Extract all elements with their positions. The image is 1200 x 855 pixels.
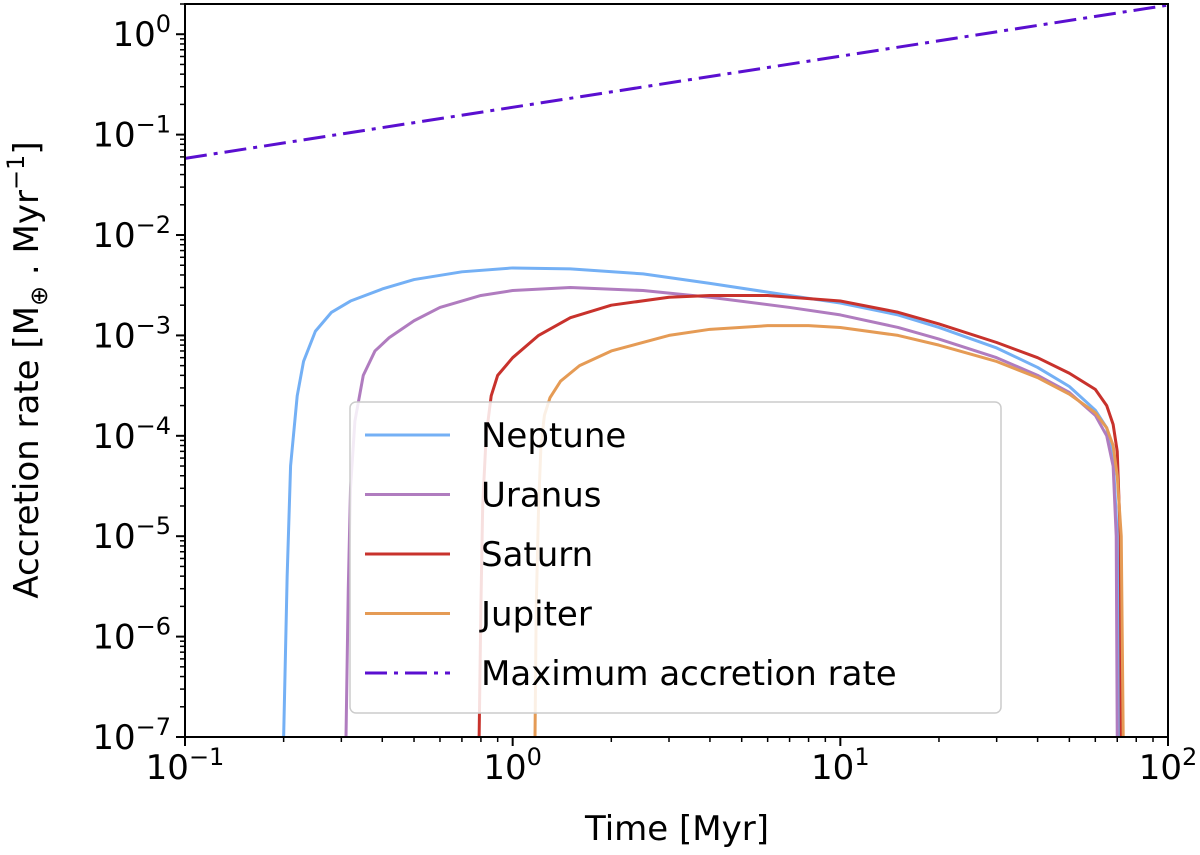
y-tick-label: 10−4: [92, 412, 171, 457]
legend-label: Maximum accretion rate: [481, 654, 897, 694]
x-tick-label: 102: [1139, 743, 1198, 788]
y-tick-label: 10−5: [92, 512, 171, 557]
y-tick-label: 10−1: [92, 111, 171, 156]
series-line-neptune: [282, 266, 1121, 737]
y-axis-title: Accretion rate [M⊕ . Myr−1]: [2, 141, 53, 598]
axes-frame: [184, 3, 1169, 738]
legend-label: Neptune: [481, 416, 626, 456]
y-tick-label: 10−3: [92, 311, 171, 356]
y-tick-label: 100: [112, 10, 171, 55]
y-axis-title-superscript: −1: [2, 155, 30, 190]
y-axis-title-suffix: ]: [7, 141, 47, 154]
y-tick-label: 10−2: [92, 211, 171, 256]
x-tick-label: 101: [811, 743, 870, 788]
y-axis-title-middle: . Myr: [7, 190, 47, 286]
legend-frame: [349, 401, 1002, 714]
y-axis-title-prefix: Accretion rate [M: [7, 306, 47, 599]
y-tick-label: 10−7: [92, 713, 171, 758]
y-axis-title-subscript: ⊕: [25, 286, 53, 306]
legend: Neptune Uranus Saturn Jupiter Maximum accret…: [349, 401, 1002, 714]
y-tick-label: 10−6: [92, 613, 171, 658]
legend-label: Jupiter: [479, 595, 592, 635]
x-tick-label: 100: [483, 743, 542, 788]
legend-label: Uranus: [481, 476, 602, 516]
axes: 10−1 100 101 102 10−7 10−6 10−5 10−4 10−3 10−2 10−…: [92, 3, 1198, 788]
x-tick-label: 10−1: [146, 743, 225, 788]
series-line-maximum-accretion-rate: [185, 4, 1168, 160]
legend-label: Saturn: [481, 535, 593, 575]
series-line-uranus: [344, 286, 1119, 737]
series-line-saturn: [477, 293, 1123, 737]
x-axis-title: Time [Myr]: [584, 809, 769, 849]
